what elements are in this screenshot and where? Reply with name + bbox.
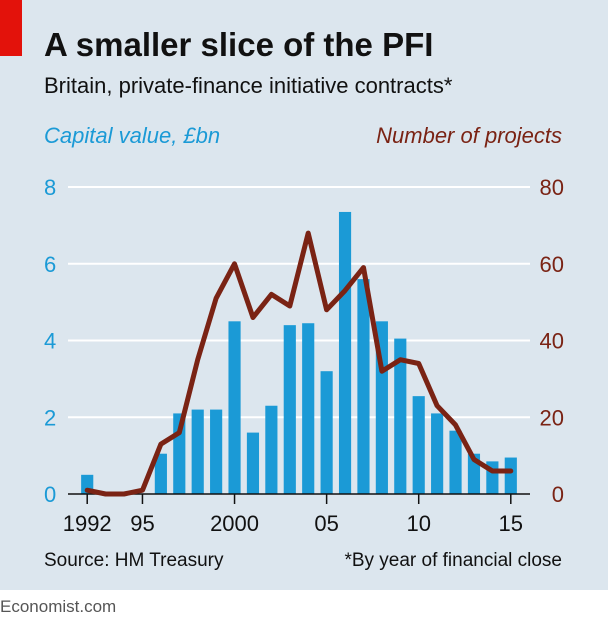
y-tick-right-0: 0	[552, 482, 564, 507]
projects-line	[84, 230, 514, 497]
y-tick-left-0: 0	[44, 482, 56, 507]
y-tick-left-6: 6	[44, 252, 56, 277]
bar-2004	[302, 323, 315, 494]
brand-accent-tag	[0, 0, 22, 56]
y-tick-right-20: 20	[540, 405, 564, 430]
x-tick-label-2000: 2000	[210, 511, 259, 536]
bar-2012	[449, 430, 462, 494]
bar-2009	[394, 338, 407, 494]
footnote: *By year of financial close	[344, 550, 562, 571]
bar-2002	[265, 405, 278, 494]
y-tick-left-2: 2	[44, 405, 56, 430]
bar-2015	[504, 457, 517, 494]
x-tick-label-2015: 15	[499, 511, 523, 536]
bar-2010	[412, 396, 425, 494]
chart-title: A smaller slice of the PFI	[44, 26, 434, 63]
bar-2003	[283, 325, 296, 494]
source-note: Source: HM Treasury	[44, 550, 224, 571]
bar-1996	[154, 453, 167, 494]
x-tick-label-2005: 05	[314, 511, 338, 536]
y-tick-right-80: 80	[540, 175, 564, 200]
bar-2000	[228, 321, 241, 494]
bar-2005	[320, 371, 333, 494]
y-tick-left-8: 8	[44, 175, 56, 200]
x-tick-label-1992: 1992	[63, 511, 112, 536]
bar-1998	[191, 409, 204, 494]
y-axis-label-right: Number of projects	[376, 123, 562, 148]
x-tick-label-2010: 10	[406, 511, 430, 536]
bar-2006	[338, 211, 352, 494]
bar-1999	[210, 409, 223, 494]
y-tick-right-60: 60	[540, 252, 564, 277]
y-axis-label-left: Capital value, £bn	[44, 123, 221, 148]
bar-2001	[246, 432, 260, 494]
y-tick-left-4: 4	[44, 329, 56, 354]
bar-2011	[431, 413, 444, 494]
bar-2007	[357, 279, 370, 494]
y-tick-right-40: 40	[540, 329, 564, 354]
chart-subtitle: Britain, private-finance initiative cont…	[44, 73, 453, 98]
brand-label: Economist.com	[0, 597, 117, 616]
x-tick-label-1995: 95	[130, 511, 154, 536]
